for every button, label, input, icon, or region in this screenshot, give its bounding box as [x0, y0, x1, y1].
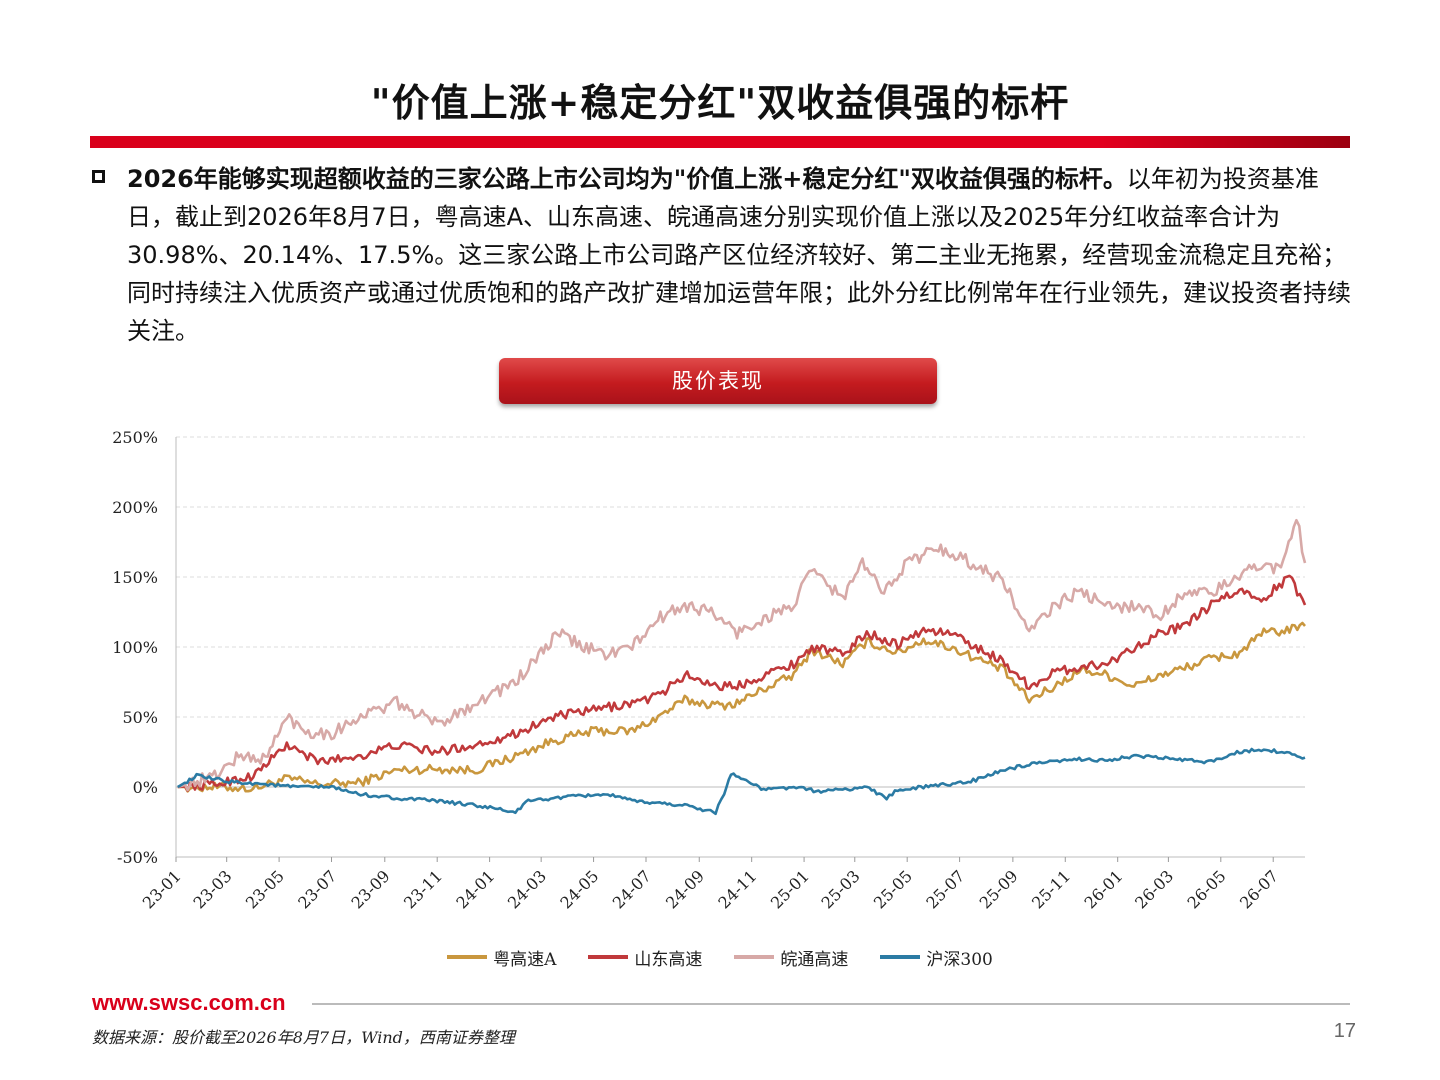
x-tick-label: 23-09	[348, 866, 394, 912]
legend-label: 山东高速	[634, 949, 703, 970]
x-tick-label: 25-11	[1028, 866, 1074, 912]
y-tick-label: 0%	[133, 778, 158, 797]
legend-label: 沪深300	[926, 949, 993, 970]
x-tick-label: 25-09	[976, 866, 1022, 912]
legend-item-1: 粤高速A	[447, 945, 556, 970]
summary-bold-lead: 2026年能够实现超额收益的三家公路上市公司均为"价值上涨+稳定分红"双收益俱强…	[127, 165, 1127, 193]
x-tick-label: 25-03	[818, 866, 864, 912]
legend-swatch	[880, 955, 921, 959]
legend-swatch	[447, 955, 488, 959]
x-tick-label: 24-03	[504, 866, 550, 912]
x-tick-label: 24-07	[609, 866, 655, 912]
y-tick-label: 250%	[112, 428, 158, 447]
y-tick-label: 50%	[122, 708, 158, 727]
x-tick-label: 26-03	[1131, 866, 1177, 912]
page-number: 17	[1333, 1020, 1356, 1042]
series-line-3	[177, 518, 1307, 792]
y-tick-label: 150%	[112, 568, 158, 587]
footer-divider	[312, 1003, 1350, 1005]
x-tick-label: 25-07	[922, 866, 968, 912]
bullet-square-icon	[92, 170, 105, 183]
x-tick-label: 23-07	[294, 866, 340, 912]
x-tick-label: 24-01	[452, 866, 498, 912]
legend-item-2: 山东高速	[588, 945, 702, 970]
series-line-4	[177, 747, 1306, 816]
series-line-2	[177, 574, 1307, 792]
x-tick-label: 25-05	[870, 866, 916, 912]
chart-legend: 粤高速A 山东高速 皖通高速 沪深300	[0, 944, 1440, 970]
legend-label: 皖通高速	[780, 949, 849, 970]
legend-swatch	[588, 955, 629, 959]
x-tick-label: 26-05	[1184, 866, 1230, 912]
chart-title-banner: 股价表现	[499, 358, 937, 404]
title-divider	[90, 136, 1350, 148]
legend-label: 粤高速A	[493, 949, 557, 970]
x-tick-label: 23-05	[242, 866, 288, 912]
summary-body: 以年初为投资基准日，截止到2026年8月7日，粤高速A、山东高速、皖通高速分别实…	[127, 165, 1351, 345]
legend-item-4: 沪深300	[880, 945, 993, 970]
summary-paragraph: 2026年能够实现超额收益的三家公路上市公司均为"价值上涨+稳定分红"双收益俱强…	[127, 160, 1352, 350]
x-tick-label: 24-05	[556, 866, 602, 912]
x-tick-label: 23-03	[189, 866, 235, 912]
x-tick-label: 26-07	[1236, 866, 1282, 912]
x-tick-label: 25-01	[767, 866, 813, 912]
legend-item-3: 皖通高速	[734, 945, 848, 970]
slide-title: "价值上涨+稳定分红"双收益俱强的标杆	[370, 81, 1070, 125]
website-link[interactable]: www.swsc.com.cn	[92, 990, 286, 1015]
x-tick-label: 24-11	[714, 866, 760, 912]
y-tick-label: -50%	[117, 848, 158, 867]
y-tick-label: 100%	[112, 638, 158, 657]
x-tick-label: 26-01	[1080, 866, 1126, 912]
x-tick-label: 23-11	[400, 866, 446, 912]
series-line-1	[177, 621, 1306, 793]
stock-performance-chart: 250% 200% 150% 100% 50% 0% -50%23-01 23-03 23-05…	[112, 428, 1307, 912]
x-tick-label: 23-01	[139, 866, 185, 912]
legend-swatch	[734, 955, 775, 959]
data-source-note: 数据来源：股价截至2026年8月7日，Wind，西南证券整理	[92, 1028, 515, 1047]
x-tick-label: 24-09	[662, 866, 708, 912]
y-tick-label: 200%	[112, 498, 158, 517]
